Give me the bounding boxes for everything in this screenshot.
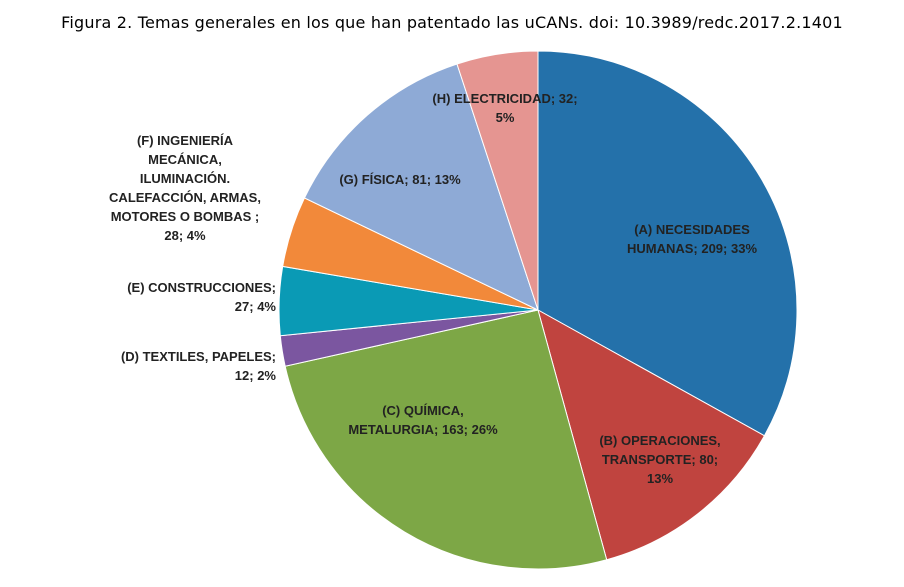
slice-label-f: (F) INGENIERÍA MECÁNICA, ILUMINACIÓN. CA… [109,133,261,243]
slice-label-b: (B) OPERACIONES, TRANSPORTE; 80; 13% [599,433,721,486]
slice-label-a: (A) NECESIDADES HUMANAS; 209; 33% [626,222,758,256]
slice-label-d: (D) TEXTILES, PAPELES; 12; 2% [120,349,276,383]
figure-title: Figura 2. Temas generales en los que han… [61,13,843,32]
pie-slice-b [537,308,766,561]
slice-label-g: (G) FÍSICA; 81; 13% [339,172,461,187]
slice-label-h: (H) ELECTRICIDAD; 32; 5% [432,91,578,125]
pie-slice-a [537,50,798,437]
pie-slice-h [456,50,539,311]
slice-label-e: (E) CONSTRUCCIONES; 27; 4% [127,280,276,314]
pie-slice-c [284,309,608,570]
pie-slice-g [303,63,539,311]
slice-label-c: (C) QUÍMICA, METALURGIA; 163; 26% [348,403,498,437]
